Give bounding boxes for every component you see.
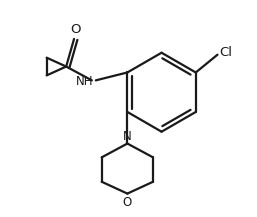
Text: NH: NH [76, 75, 94, 88]
Text: Cl: Cl [219, 46, 233, 59]
Text: N: N [123, 130, 132, 143]
Text: O: O [123, 196, 132, 209]
Text: O: O [70, 23, 80, 36]
